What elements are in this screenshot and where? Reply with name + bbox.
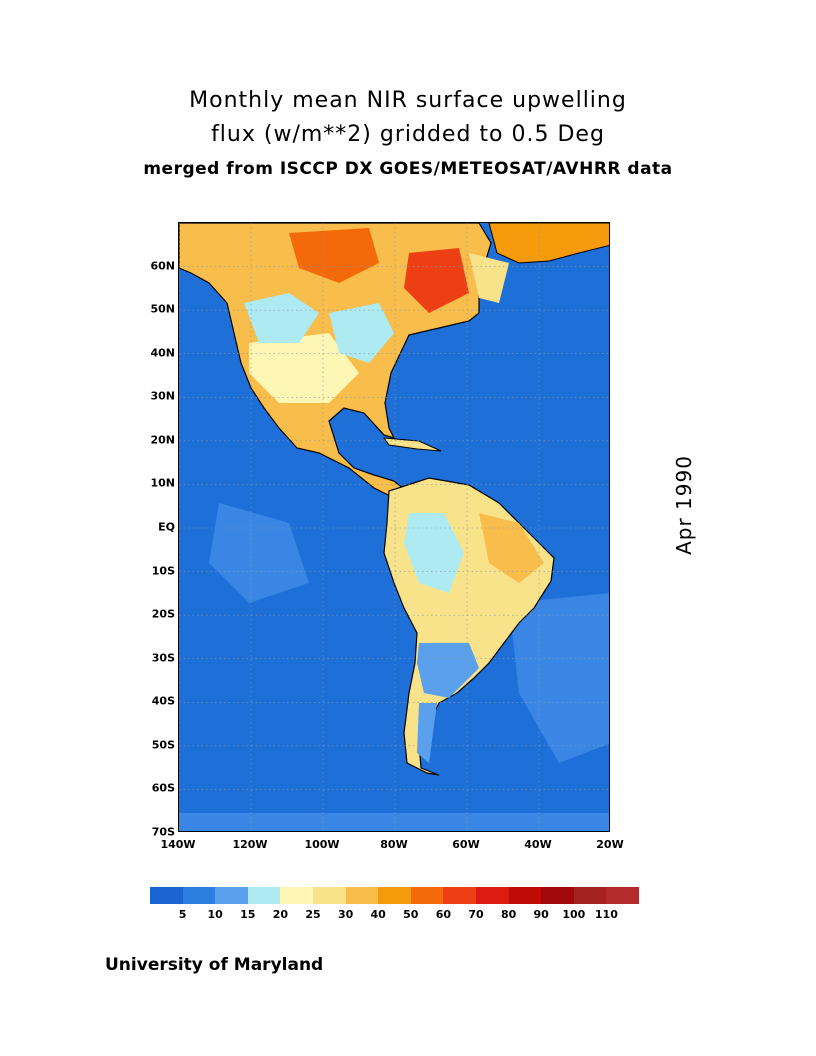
lat-tick-label: 30S <box>151 651 175 665</box>
lat-tick-label: 40S <box>151 694 175 708</box>
lat-tick-label: EQ <box>158 520 175 534</box>
lon-tick-label: 20W <box>596 838 624 851</box>
lat-tick-label: 10N <box>150 476 175 490</box>
legend-swatch <box>150 887 183 904</box>
date-label: Apr 1990 <box>672 455 696 555</box>
lon-tick-label: 140W <box>160 838 196 851</box>
lon-tick-label: 80W <box>380 838 408 851</box>
lon-tick-label: 120W <box>232 838 268 851</box>
land-greenland-edge <box>469 253 509 303</box>
title-line-3: merged from ISCCP DX GOES/METEOSAT/AVHRR… <box>143 159 673 179</box>
legend-swatch <box>443 887 476 904</box>
color-legend <box>150 887 639 904</box>
land-patch-red <box>289 228 379 283</box>
legend-tick-label: 50 <box>403 908 419 921</box>
lat-tick-label: 50N <box>150 302 175 316</box>
lat-tick-label: 60S <box>151 781 175 795</box>
legend-tick-label: 25 <box>305 908 321 921</box>
land-patch-light <box>249 333 359 403</box>
lon-tick-label: 60W <box>452 838 480 851</box>
legend-tick-label: 70 <box>468 908 484 921</box>
legend-tick-label: 60 <box>435 908 452 921</box>
legend-swatch <box>573 887 607 904</box>
ocean-patch <box>179 813 609 831</box>
land-patch-cyan <box>329 303 394 363</box>
land-patch-blue <box>417 703 437 763</box>
legend-swatch <box>541 887 574 904</box>
grid-lines <box>179 223 609 831</box>
title-line-1: Monthly mean NIR surface upwelling <box>189 88 627 113</box>
legend-swatch <box>410 887 444 904</box>
land-patch-cyan <box>404 513 464 593</box>
legend-tick-label: 10 <box>207 908 223 921</box>
legend-tick-label: 110 <box>594 908 618 921</box>
land-patch-red <box>404 248 469 313</box>
legend-swatch <box>312 887 346 904</box>
title-line-2: flux (w/m**2) gridded to 0.5 Deg <box>211 122 605 147</box>
land-cuba <box>382 437 442 452</box>
lat-tick-label: 70S <box>151 825 175 839</box>
map-plot <box>178 222 610 832</box>
legend-swatch <box>182 887 216 904</box>
credit-text: University of Maryland <box>105 955 324 975</box>
land-patch-blue <box>417 643 479 698</box>
legend-swatch <box>606 887 639 904</box>
lat-tick-label: 20S <box>151 607 175 621</box>
legend-swatch <box>345 887 379 904</box>
legend-swatch <box>508 887 542 904</box>
lat-tick-label: 50S <box>151 738 175 752</box>
legend-swatch <box>280 887 313 904</box>
legend-tick-label: 90 <box>533 908 549 921</box>
legend-tick-label: 40 <box>370 908 386 921</box>
land-greenland <box>488 223 609 264</box>
legend-tick-label: 20 <box>272 908 289 921</box>
land-patch-cyan <box>244 293 319 343</box>
lat-tick-label: 10S <box>151 564 175 578</box>
lat-tick-label: 40N <box>150 346 175 360</box>
legend-swatch <box>247 887 281 904</box>
legend-tick-label: 100 <box>562 908 586 921</box>
map-canvas <box>179 223 609 831</box>
legend-tick-label: 30 <box>337 908 354 921</box>
legend-swatch <box>215 887 248 904</box>
land-patch-orange <box>479 513 544 583</box>
legend-tick-label: 15 <box>240 908 256 921</box>
legend-tick-label: 5 <box>178 908 187 921</box>
legend-tick-label: 80 <box>500 908 517 921</box>
lat-tick-label: 20N <box>150 433 175 447</box>
lat-tick-label: 30N <box>150 389 175 403</box>
lon-tick-label: 40W <box>524 838 552 851</box>
ocean-patch <box>509 593 609 763</box>
legend-swatch <box>378 887 411 904</box>
legend-swatch <box>475 887 509 904</box>
lon-tick-label: 100W <box>304 838 340 851</box>
lat-tick-label: 60N <box>150 259 175 273</box>
